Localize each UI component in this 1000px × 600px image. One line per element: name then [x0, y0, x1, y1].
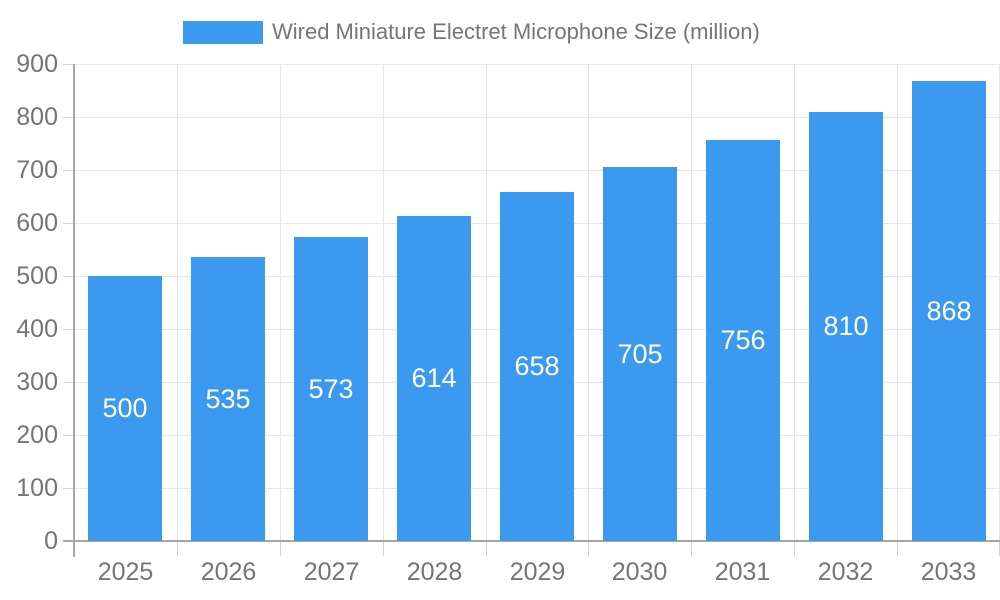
y-axis-tick-label: 900 [16, 50, 58, 78]
gridline-vertical [486, 64, 487, 541]
bar: 614 [397, 216, 471, 541]
x-axis-tick-label: 2026 [200, 558, 257, 586]
x-axis-tick-label: 2028 [406, 558, 463, 586]
gridline-vertical [691, 64, 692, 541]
legend-label: Wired Miniature Electret Microphone Size… [272, 19, 760, 44]
y-axis-tick-label: 0 [44, 527, 58, 555]
y-axis-tick-label: 700 [16, 156, 58, 184]
y-axis-tick-label: 600 [16, 209, 58, 237]
y-axis-tick [63, 170, 74, 171]
y-axis-tick-label: 200 [16, 421, 58, 449]
bar: 658 [500, 192, 574, 541]
y-axis-tick [63, 117, 74, 118]
bar-value-label: 500 [102, 393, 148, 423]
bar: 535 [191, 257, 265, 541]
bar-value-label: 573 [308, 373, 354, 404]
bar: 756 [706, 140, 780, 541]
bar: 500 [88, 276, 162, 541]
bar-value-label: 810 [823, 311, 869, 341]
y-axis-tick-label: 300 [16, 368, 58, 396]
bar: 868 [912, 81, 986, 541]
bar-value-label: 868 [926, 295, 972, 326]
gridline-vertical [280, 64, 281, 541]
x-axis-tick [588, 541, 589, 556]
bar-value-label: 756 [720, 325, 766, 355]
y-axis-tick-label: 800 [16, 103, 58, 131]
gridline-vertical [588, 64, 589, 541]
x-axis-tick-label: 2032 [817, 558, 874, 586]
gridline-vertical [897, 64, 898, 541]
x-axis-tick-label: 2029 [509, 558, 566, 586]
x-axis-tick-label: 2030 [611, 558, 668, 586]
x-axis-tick [486, 541, 487, 556]
x-axis-tick-label: 2025 [97, 558, 154, 586]
y-axis-tick [63, 223, 74, 224]
y-axis-tick [63, 329, 74, 330]
y-axis-tick [63, 382, 74, 383]
x-axis-tick [280, 541, 281, 556]
y-axis-tick-label: 500 [16, 262, 58, 290]
gridline-horizontal [74, 64, 1000, 65]
y-axis-tick-label: 100 [16, 474, 58, 502]
bar-value-label: 705 [617, 338, 663, 369]
bar: 573 [294, 237, 368, 541]
y-axis-tick [63, 435, 74, 436]
x-axis-tick [794, 541, 795, 556]
x-axis-tick [691, 541, 692, 556]
bar: 705 [603, 167, 677, 541]
x-axis-line [63, 540, 1000, 542]
y-axis-tick-label: 400 [16, 315, 58, 343]
x-axis-tick [383, 541, 384, 556]
bar: 810 [809, 112, 883, 541]
bar-value-label: 658 [514, 351, 560, 381]
x-axis-tick-label: 2033 [920, 558, 977, 586]
x-axis-tick [897, 541, 898, 556]
x-axis-tick-label: 2031 [714, 558, 771, 586]
gridline-horizontal [74, 117, 1000, 118]
legend[interactable]: Wired Miniature Electret Microphone Size… [183, 19, 760, 44]
gridline-vertical [177, 64, 178, 541]
legend-swatch-icon [183, 20, 263, 44]
bar-value-label: 614 [411, 363, 457, 393]
x-axis-tick-label: 2027 [303, 558, 360, 586]
y-axis-tick [63, 276, 74, 277]
y-axis-tick [63, 64, 74, 65]
gridline-vertical [794, 64, 795, 541]
y-axis-tick [63, 488, 74, 489]
bar-value-label: 535 [205, 383, 251, 414]
x-axis-tick [177, 541, 178, 556]
gridline-horizontal [74, 170, 1000, 171]
gridline-vertical [383, 64, 384, 541]
y-axis-line [73, 64, 75, 557]
